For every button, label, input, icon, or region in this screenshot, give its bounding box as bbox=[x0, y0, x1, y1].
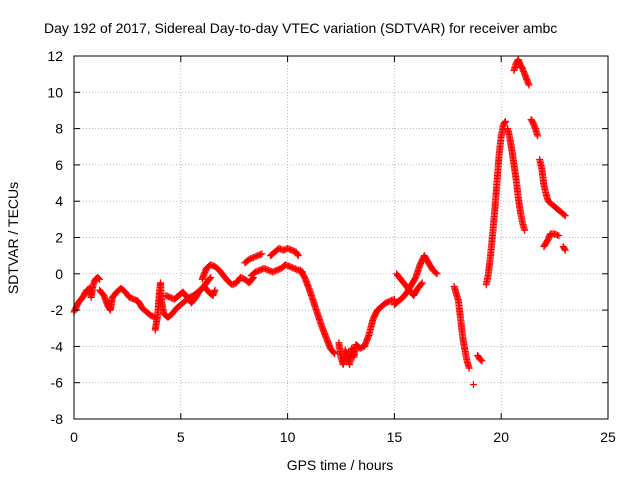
data-point bbox=[258, 250, 266, 258]
x-tick-label: 15 bbox=[387, 429, 403, 445]
data-point bbox=[432, 269, 440, 277]
data-point bbox=[525, 81, 533, 89]
data-point bbox=[478, 357, 486, 365]
y-tick-label: 6 bbox=[55, 157, 63, 173]
data-point bbox=[418, 279, 426, 287]
y-tick-label: 4 bbox=[55, 193, 63, 209]
x-axis-label: GPS time / hours bbox=[287, 457, 394, 473]
data-point bbox=[433, 270, 441, 278]
y-tick-labels: -8 -6 -4 -2 0 2 4 6 8 10 12 bbox=[47, 48, 63, 427]
data-point bbox=[501, 119, 509, 127]
data-point bbox=[389, 296, 397, 304]
y-axis-label: SDTVAR / TECUs bbox=[5, 182, 21, 294]
axis-ticks bbox=[73, 55, 609, 420]
data-point bbox=[553, 231, 561, 239]
y-tick-label: 12 bbox=[47, 48, 63, 64]
y-tick-label: -4 bbox=[51, 338, 64, 354]
data-point bbox=[534, 132, 542, 140]
y-tick-label: 10 bbox=[47, 84, 63, 100]
data-point bbox=[561, 246, 569, 254]
data-point bbox=[560, 211, 568, 219]
y-tick-label: 2 bbox=[55, 230, 63, 246]
y-tick-label: -8 bbox=[51, 411, 64, 427]
data-point bbox=[501, 117, 509, 125]
x-tick-label: 25 bbox=[600, 429, 616, 445]
x-tick-label: 0 bbox=[70, 429, 78, 445]
data-point bbox=[521, 226, 529, 234]
y-tick-label: 0 bbox=[55, 266, 63, 282]
x-tick-label: 5 bbox=[177, 429, 185, 445]
data-point bbox=[465, 364, 473, 372]
data-point bbox=[330, 349, 338, 357]
x-tick-labels: 0 5 10 15 20 25 bbox=[70, 429, 616, 445]
data-point bbox=[294, 252, 302, 260]
data-point bbox=[561, 212, 569, 220]
data-point bbox=[417, 280, 425, 288]
data-point bbox=[331, 350, 339, 358]
data-point bbox=[207, 273, 215, 281]
y-tick-label: -2 bbox=[51, 302, 64, 318]
data-point bbox=[96, 275, 104, 283]
x-tick-label: 10 bbox=[280, 429, 296, 445]
data-points bbox=[70, 56, 569, 389]
data-point bbox=[211, 286, 219, 294]
data-point bbox=[561, 245, 569, 253]
data-point bbox=[477, 356, 485, 364]
data-point bbox=[294, 250, 302, 258]
chart-title: Day 192 of 2017, Sidereal Day-to-day VTE… bbox=[44, 20, 557, 36]
y-tick-label: 8 bbox=[55, 121, 63, 137]
data-point bbox=[206, 275, 214, 283]
data-point bbox=[257, 250, 265, 258]
x-tick-label: 20 bbox=[493, 429, 509, 445]
data-point bbox=[555, 232, 563, 240]
data-point bbox=[95, 274, 103, 282]
data-point bbox=[469, 381, 477, 389]
y-tick-label: -6 bbox=[51, 375, 64, 391]
